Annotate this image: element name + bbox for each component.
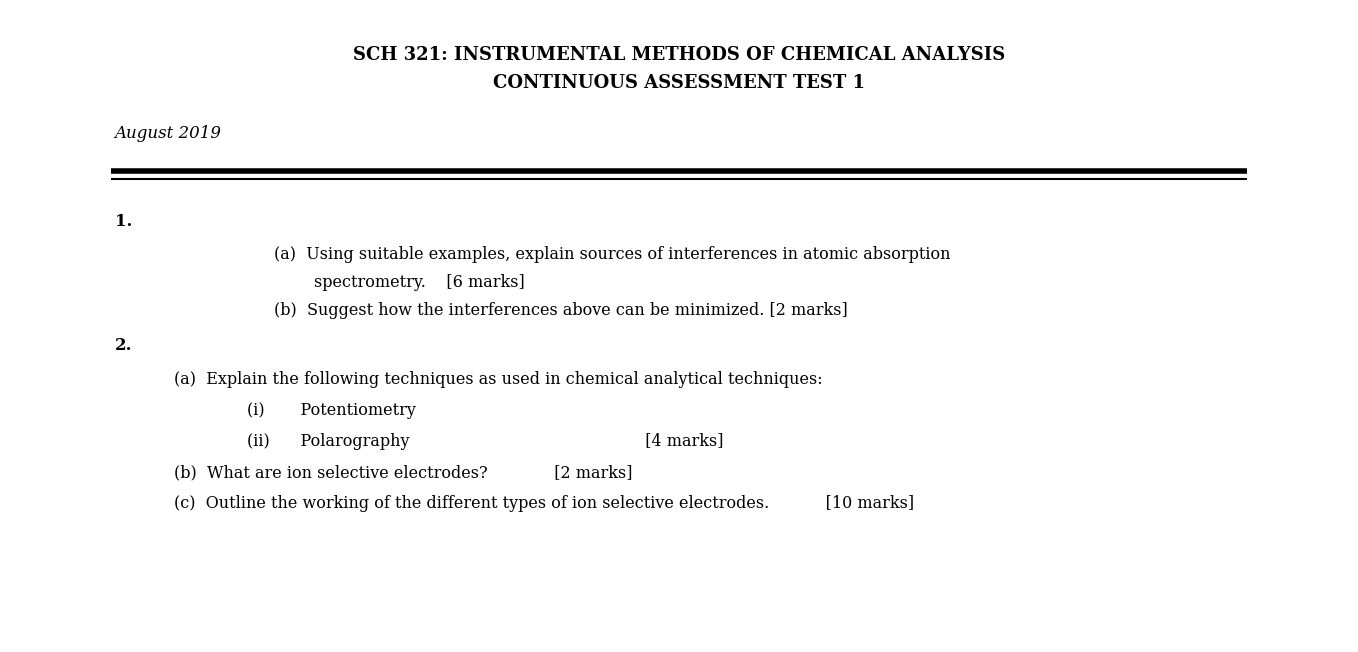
Text: (b)  Suggest how the interferences above can be minimized. [2 marks]: (b) Suggest how the interferences above … xyxy=(274,302,847,319)
Text: spectrometry.    [6 marks]: spectrometry. [6 marks] xyxy=(314,274,524,291)
Text: 1.: 1. xyxy=(114,213,132,230)
Text: CONTINUOUS ASSESSMENT TEST 1: CONTINUOUS ASSESSMENT TEST 1 xyxy=(493,74,865,93)
Text: (i)       Potentiometry: (i) Potentiometry xyxy=(247,402,417,419)
Text: SCH 321: INSTRUMENTAL METHODS OF CHEMICAL ANALYSIS: SCH 321: INSTRUMENTAL METHODS OF CHEMICA… xyxy=(353,46,1005,65)
Text: August 2019: August 2019 xyxy=(114,125,221,142)
Text: (a)  Using suitable examples, explain sources of interferences in atomic absorpt: (a) Using suitable examples, explain sou… xyxy=(274,246,951,263)
Text: 2.: 2. xyxy=(114,337,132,354)
Text: (ii)      Polarography                                              [4 marks]: (ii) Polarography [4 marks] xyxy=(247,433,724,450)
Text: (a)  Explain the following techniques as used in chemical analytical techniques:: (a) Explain the following techniques as … xyxy=(174,371,823,388)
Text: (c)  Outline the working of the different types of ion selective electrodes.    : (c) Outline the working of the different… xyxy=(174,495,914,512)
Text: (b)  What are ion selective electrodes?             [2 marks]: (b) What are ion selective electrodes? [… xyxy=(174,465,633,482)
